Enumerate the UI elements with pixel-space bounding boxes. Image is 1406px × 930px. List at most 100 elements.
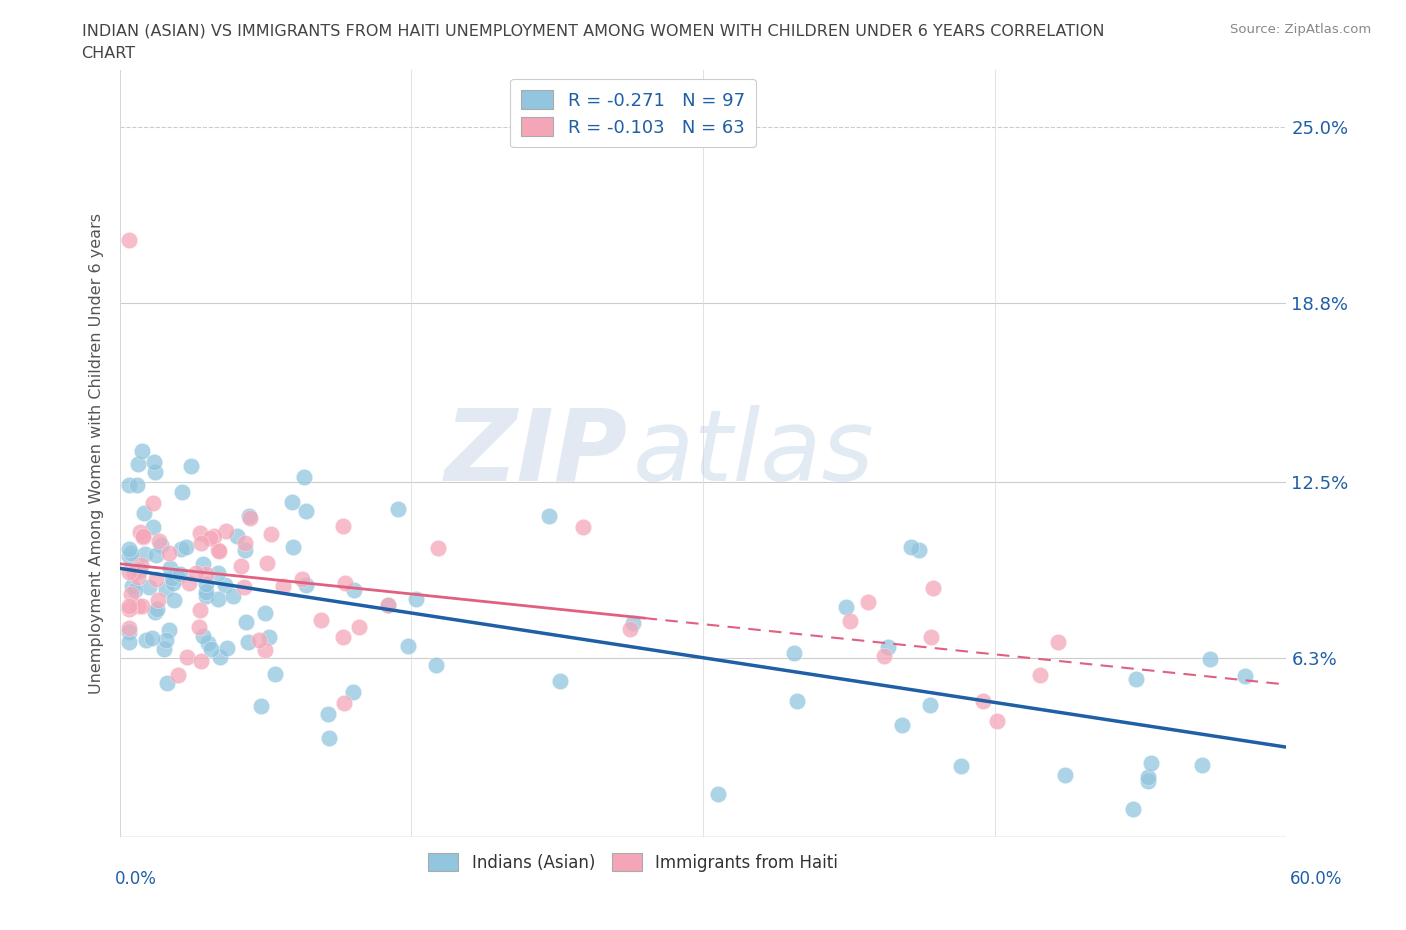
Point — [623, 616, 645, 631]
Point — [222, 589, 245, 604]
Point — [177, 576, 200, 591]
Point — [131, 599, 153, 614]
Point — [208, 650, 231, 665]
Point — [281, 540, 304, 555]
Point — [127, 569, 149, 584]
Point — [1054, 767, 1077, 782]
Point — [918, 698, 941, 712]
Point — [118, 620, 141, 635]
Point — [207, 542, 229, 557]
Point — [176, 649, 198, 664]
Point — [1122, 801, 1144, 816]
Point — [118, 635, 141, 650]
Point — [208, 544, 231, 559]
Point — [333, 576, 356, 591]
Point — [132, 528, 155, 543]
Point — [124, 565, 146, 580]
Point — [194, 566, 217, 581]
Point — [1028, 668, 1050, 683]
Point — [259, 526, 281, 541]
Point — [239, 511, 262, 525]
Point — [377, 597, 399, 612]
Point — [291, 572, 314, 587]
Point — [146, 602, 169, 617]
Point — [1191, 757, 1213, 772]
Point — [124, 583, 146, 598]
Point — [167, 668, 190, 683]
Text: ZIP: ZIP — [444, 405, 627, 502]
Point — [908, 542, 931, 557]
Point — [332, 630, 354, 644]
Point — [572, 519, 595, 534]
Point — [134, 547, 156, 562]
Point — [900, 539, 922, 554]
Point — [236, 635, 259, 650]
Point — [214, 578, 236, 592]
Point — [118, 232, 141, 247]
Point — [972, 693, 994, 708]
Point — [202, 528, 225, 543]
Point — [127, 478, 149, 493]
Point — [129, 558, 152, 573]
Point — [135, 632, 157, 647]
Point — [839, 614, 862, 629]
Point — [162, 576, 184, 591]
Point — [217, 641, 239, 656]
Point — [118, 599, 141, 614]
Point — [127, 599, 149, 614]
Point — [425, 658, 447, 672]
Point — [405, 591, 427, 606]
Point — [1047, 635, 1070, 650]
Point — [143, 605, 166, 620]
Point — [188, 603, 211, 618]
Point — [295, 503, 318, 518]
Point — [281, 494, 304, 509]
Point — [149, 538, 172, 552]
Point — [548, 673, 571, 688]
Point — [155, 581, 177, 596]
Point — [170, 485, 193, 499]
Point — [257, 629, 280, 644]
Point — [342, 684, 364, 699]
Point — [835, 600, 858, 615]
Point — [142, 520, 165, 535]
Point — [160, 570, 183, 585]
Point — [138, 579, 160, 594]
Point — [377, 598, 399, 613]
Point — [118, 541, 141, 556]
Text: Source: ZipAtlas.com: Source: ZipAtlas.com — [1230, 23, 1371, 36]
Point — [162, 592, 184, 607]
Text: atlas: atlas — [633, 405, 875, 502]
Point — [215, 524, 238, 538]
Point — [197, 636, 219, 651]
Point — [922, 580, 945, 595]
Point — [233, 542, 256, 557]
Text: 0.0%: 0.0% — [115, 870, 157, 888]
Point — [148, 534, 170, 549]
Point — [170, 541, 193, 556]
Point — [332, 696, 354, 711]
Point — [153, 641, 176, 656]
Point — [235, 615, 257, 630]
Point — [132, 506, 155, 521]
Point — [118, 602, 141, 617]
Point — [190, 536, 212, 551]
Point — [159, 561, 181, 576]
Point — [118, 565, 141, 579]
Point — [316, 707, 339, 722]
Point — [1125, 671, 1147, 686]
Legend: Indians (Asian), Immigrants from Haiti: Indians (Asian), Immigrants from Haiti — [422, 846, 845, 879]
Point — [169, 566, 191, 581]
Point — [253, 606, 276, 621]
Point — [121, 578, 143, 593]
Point — [184, 566, 207, 581]
Point — [155, 632, 177, 647]
Point — [226, 529, 249, 544]
Point — [232, 579, 254, 594]
Point — [194, 589, 217, 604]
Point — [156, 676, 179, 691]
Text: CHART: CHART — [82, 46, 135, 61]
Point — [148, 593, 170, 608]
Point — [309, 612, 332, 627]
Point — [129, 525, 152, 539]
